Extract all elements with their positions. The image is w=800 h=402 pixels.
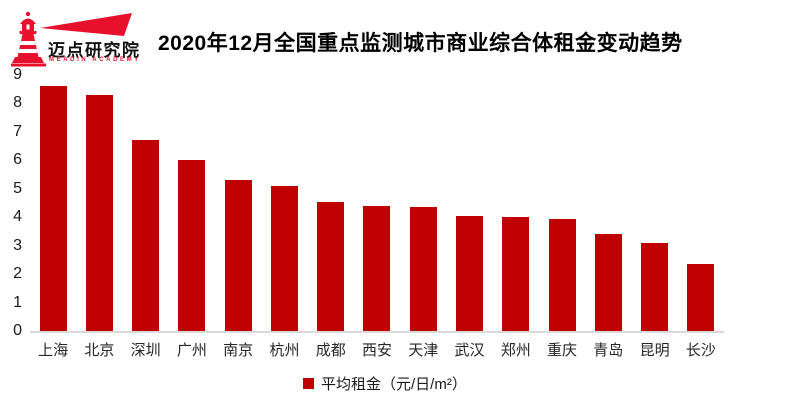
- bar: [456, 215, 484, 331]
- y-axis-tick: 9: [13, 66, 22, 83]
- bar-group-南京: 南京: [215, 75, 261, 359]
- bar-group-广州: 广州: [169, 75, 215, 359]
- x-axis-label: 青岛: [593, 342, 624, 359]
- bar-group-重庆: 重庆: [539, 75, 585, 359]
- bar-group-长沙: 长沙: [678, 75, 724, 359]
- bar: [409, 207, 437, 331]
- legend-swatch: [303, 378, 314, 389]
- logo: 迈点研究院 MEADIN ACADEMY: [10, 5, 155, 69]
- x-axis-label: 昆明: [639, 342, 670, 359]
- x-axis-label: 杭州: [269, 342, 300, 359]
- bar: [132, 140, 160, 331]
- y-axis-tick: 8: [13, 94, 22, 112]
- lighthouse-icon: [11, 11, 132, 67]
- y-axis-tick: 6: [13, 151, 22, 169]
- y-axis-tick: 7: [13, 122, 22, 140]
- bar-group-西安: 西安: [354, 75, 400, 359]
- bar-group-青岛: 青岛: [585, 75, 631, 359]
- chart-title: 2020年12月全国重点监测城市商业综合体租金变动趋势: [158, 32, 683, 55]
- y-axis-tick: 5: [13, 179, 22, 197]
- bar-group-武汉: 武汉: [446, 75, 492, 359]
- bar: [594, 234, 622, 331]
- y-axis-tick: 3: [13, 236, 22, 254]
- y-axis: 0 1 2 3 4 5 6 7 8 9: [0, 67, 24, 339]
- x-axis-label: 长沙: [685, 342, 716, 359]
- bar-group-成都: 成都: [308, 75, 354, 359]
- bar: [85, 94, 113, 331]
- logo-name: 迈点研究院: [48, 41, 141, 60]
- x-axis-label: 北京: [84, 342, 115, 359]
- logo-subtitle: MEADIN ACADEMY: [49, 57, 141, 63]
- bar: [687, 264, 715, 331]
- bar: [224, 180, 252, 331]
- x-axis-label: 西安: [361, 342, 392, 359]
- x-axis-label: 广州: [176, 342, 207, 359]
- bar-group-杭州: 杭州: [261, 75, 307, 359]
- y-axis-tick: 2: [13, 265, 22, 283]
- bar: [363, 205, 391, 331]
- bar-group-北京: 北京: [76, 75, 122, 359]
- y-axis-tick: 0: [13, 322, 22, 339]
- bar: [502, 217, 530, 331]
- x-axis-label: 深圳: [130, 342, 161, 359]
- bar: [641, 242, 669, 331]
- legend-label: 平均租金（元/日/m²）: [321, 376, 467, 393]
- bar-group-上海: 上海: [30, 75, 76, 359]
- x-axis-label: 天津: [408, 342, 439, 359]
- bar: [178, 160, 206, 331]
- bar: [317, 201, 345, 331]
- plot-area: 上海 北京 深圳 广州 南京 杭州 成都 西安 天津 武汉 郑州 重庆 青岛 昆明 长沙: [30, 75, 724, 359]
- bar: [548, 218, 576, 331]
- x-axis-label: 南京: [223, 342, 254, 359]
- x-axis-label: 成都: [315, 342, 346, 359]
- y-axis-tick: 1: [13, 293, 22, 311]
- bar: [39, 86, 67, 331]
- x-axis-label: 上海: [38, 342, 69, 359]
- bar-group-昆明: 昆明: [631, 75, 677, 359]
- x-axis-label: 郑州: [500, 342, 531, 359]
- x-axis-label: 重庆: [547, 342, 578, 359]
- bar-group-深圳: 深圳: [123, 75, 169, 359]
- y-axis-tick: 4: [13, 208, 22, 226]
- bar-group-天津: 天津: [400, 75, 446, 359]
- legend: 平均租金（元/日/m²）: [303, 373, 467, 394]
- bar-group-郑州: 郑州: [493, 75, 539, 359]
- x-axis-label: 武汉: [454, 342, 485, 359]
- bar: [270, 185, 298, 331]
